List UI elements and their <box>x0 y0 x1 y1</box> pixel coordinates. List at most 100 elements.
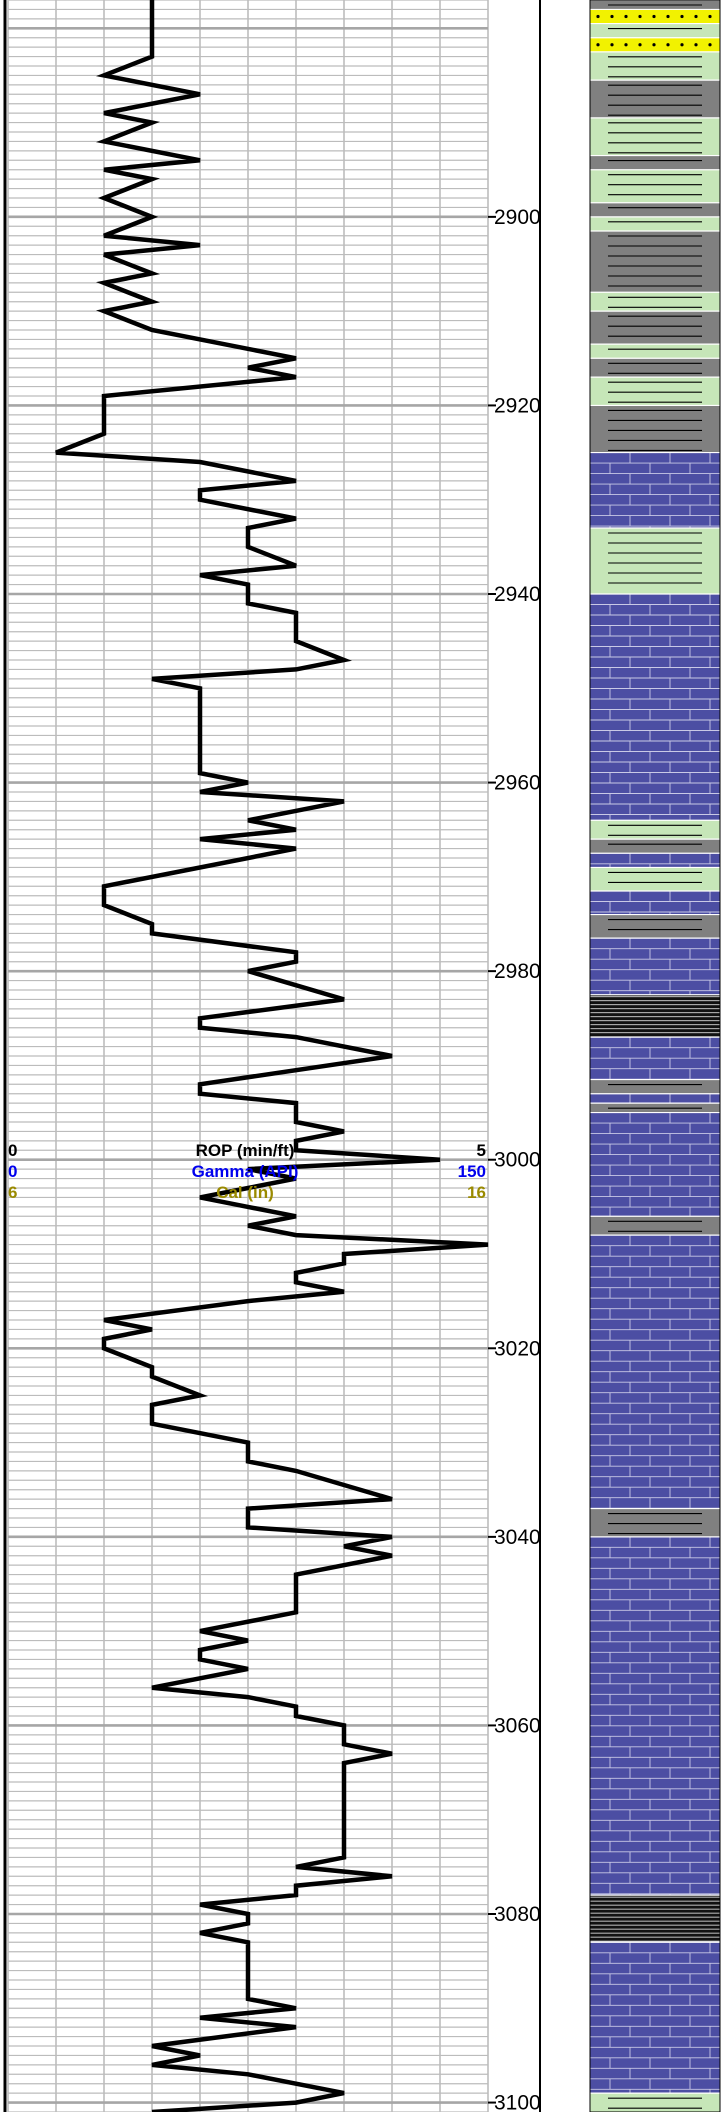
lithology-bed-limestone <box>589 1234 720 1509</box>
lithology-fill <box>590 1942 720 2094</box>
lithology-bed-limestone <box>589 1536 720 1896</box>
lithology-fill <box>590 1093 720 1104</box>
depth-label: 2960 <box>494 772 541 795</box>
cal-min-label: 6 <box>8 1183 17 1202</box>
lithology-fill <box>590 2093 720 2112</box>
cal-max-label: 16 <box>467 1183 486 1202</box>
lithology-bed-siltstone <box>590 376 720 406</box>
lithology-bed-limestone <box>589 890 720 915</box>
lithology-bed-sand <box>590 37 720 52</box>
lithology-fill <box>590 231 720 293</box>
lithology-bed-shale <box>590 79 720 118</box>
lithology-bed-siltstone <box>590 291 720 312</box>
rop-max-label: 5 <box>477 1141 486 1160</box>
lithology-bed-siltstone <box>590 527 720 594</box>
sand-pattern <box>624 14 628 19</box>
sand-pattern <box>666 43 670 47</box>
depth-label: 3080 <box>494 1903 541 1926</box>
depth-label: 3100 <box>494 2092 541 2112</box>
lithology-fill <box>590 1079 720 1094</box>
rop-curve <box>55 0 489 2112</box>
lithology-bed-shale <box>590 1102 720 1113</box>
sand-pattern <box>666 14 670 19</box>
lithology-bed-limestone <box>589 593 720 821</box>
rop-axis-title: ROP (min/ft) <box>196 1141 295 1160</box>
sand-pattern <box>610 43 614 47</box>
rop-min-label: 0 <box>8 1141 17 1160</box>
lithology-fill <box>590 820 720 840</box>
lithology-frame <box>589 0 721 2112</box>
lithology-fill <box>590 853 720 868</box>
lithology-fill <box>590 405 720 453</box>
depth-axis: 2900 2920 2940 2960 2980 3000 3020 3040 3060 3080… <box>488 0 541 2112</box>
lithology-bed-siltstone <box>590 169 720 203</box>
lithology-fill <box>590 117 720 156</box>
sand-pattern <box>694 14 698 19</box>
sand-pattern <box>708 14 712 19</box>
lithology-bed-siltstone <box>590 343 720 359</box>
lithology-bed-shale <box>590 202 720 217</box>
lithology-fill <box>590 292 720 312</box>
lithology-fill <box>590 216 720 231</box>
lithology-column <box>589 0 721 2112</box>
track-header: 0 ROP (min/ft) 5 0 Gamma (API) 150 6 Cal… <box>8 1141 486 1202</box>
lithology-bed-limestone <box>589 1111 720 1217</box>
lithology-fill <box>590 377 720 406</box>
lithology-bed-shale <box>590 1078 720 1094</box>
depth-label: 3040 <box>494 1526 541 1549</box>
depth-label: 2940 <box>494 583 541 606</box>
sand-pattern <box>694 43 698 47</box>
lithology-bed-coal <box>590 1894 720 1943</box>
lithology-bed-shale <box>590 357 720 378</box>
lithology-bed-sand <box>590 8 720 24</box>
sand-pattern <box>680 43 684 47</box>
lithology-bed-shale <box>590 838 720 854</box>
lithology-fill <box>590 891 720 915</box>
depth-label: 3000 <box>494 1149 541 1172</box>
sand-pattern <box>638 14 642 19</box>
lithology-fill <box>590 358 720 378</box>
lithology-bed-limestone <box>589 1941 720 2094</box>
sand-pattern <box>680 14 684 19</box>
lithology-bed-siltstone <box>590 216 720 231</box>
lithology-bed-limestone <box>589 451 720 528</box>
sand-pattern <box>596 43 600 47</box>
sand-pattern <box>652 14 656 19</box>
track-grid <box>3 0 489 2112</box>
lithology-fill <box>590 452 720 528</box>
rop-curve-layer <box>55 0 489 2112</box>
lithology-fill <box>590 914 720 939</box>
lithology-bed-shale <box>590 310 720 345</box>
sand-pattern <box>652 43 656 47</box>
depth-label: 2900 <box>494 206 541 229</box>
lithology-bed-coal <box>590 994 720 1038</box>
lithology-bed-siltstone <box>590 117 720 156</box>
sand-pattern <box>708 43 712 47</box>
lithology-bed-limestone <box>589 852 720 868</box>
depth-label: 3020 <box>494 1337 541 1360</box>
lithology-bed-shale <box>590 913 720 939</box>
lithology-fill <box>590 1216 720 1236</box>
lithology-bed-siltstone <box>590 819 720 840</box>
lithology-fill <box>590 51 720 81</box>
sand-pattern <box>624 43 628 47</box>
lithology-fill <box>590 594 720 821</box>
lithology-fill <box>590 1508 720 1537</box>
lithology-fill <box>590 1112 720 1217</box>
lithology-bed-shale <box>590 230 720 293</box>
sand-pattern <box>638 43 642 47</box>
gamma-min-label: 0 <box>8 1162 17 1181</box>
lithology-fill <box>590 938 720 995</box>
lithology-bed-siltstone <box>590 51 720 81</box>
lithology-fill <box>590 994 720 1038</box>
lithology-bed-limestone <box>589 1093 720 1104</box>
depth-label: 2920 <box>494 394 541 417</box>
lithology-bed-shale <box>590 0 720 10</box>
lithology-bed-shale <box>590 1215 720 1236</box>
lithology-fill <box>590 839 720 854</box>
depth-label: 3060 <box>494 1714 541 1737</box>
lithology-bed-limestone <box>589 1036 720 1080</box>
lithology-bed-shale <box>590 404 720 453</box>
gamma-axis-title: Gamma (API) <box>192 1162 299 1181</box>
